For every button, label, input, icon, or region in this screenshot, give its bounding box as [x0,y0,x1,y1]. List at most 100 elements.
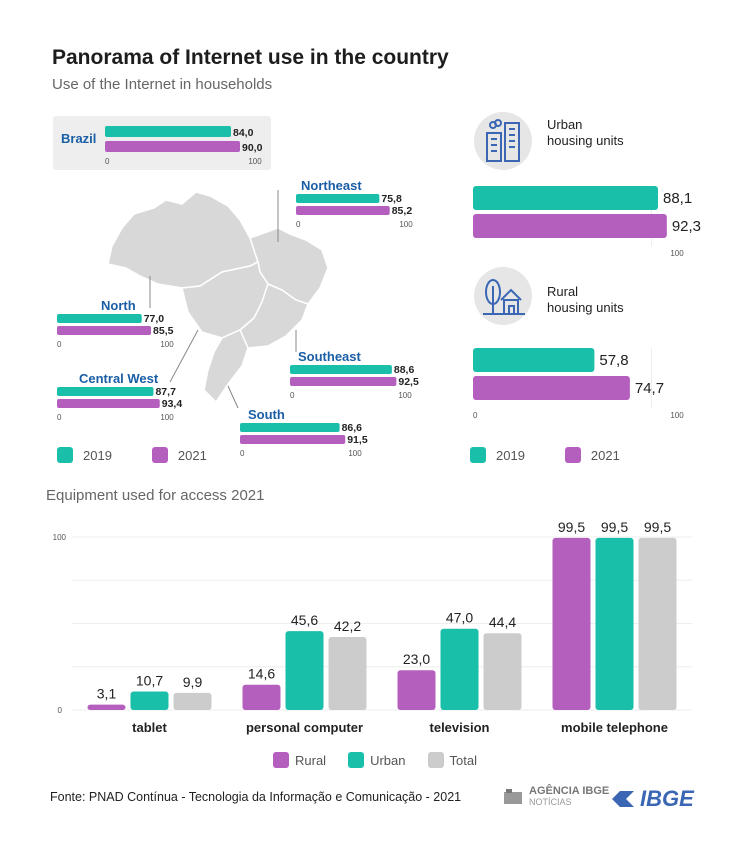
bar-value-label: 93,4 [162,398,183,410]
bar-2019 [57,387,154,396]
bar-value-label: 23,0 [403,651,430,667]
tick-label-0: 0 [473,411,478,420]
page-subtitle: Use of the Internet in households [52,76,273,93]
bar-rural-mobile-telephone [552,537,591,710]
bar-urban-personal-computer [285,631,324,710]
legend-swatch-2021 [151,447,168,463]
bar-total-tablet [173,692,212,710]
region-svg-brazil: Brazil 84,0 90,0 0 100 [61,126,263,166]
region-svg-north: North 77,085,5 0 100 [57,298,174,349]
region-label: North [101,298,136,313]
region-chart-north: North 77,0 85,5 0 100 [57,298,197,358]
bar-2019 [473,186,659,210]
legend-swatch-2019 [470,447,486,463]
bar-2019 [57,314,142,323]
ibge-logo: IBGE [610,786,694,812]
bar-value-label: 45,6 [291,612,318,628]
ibge-logo-icon [612,791,634,807]
source-note: Fonte: PNAD Contínua - Tecnologia da Inf… [50,790,462,804]
bar-2021 [240,435,346,444]
bar-value-label: 99,5 [644,519,671,535]
agencia-logo-line1: AGÊNCIA IBGE [529,785,610,797]
bar-value-label: 92,3 [672,218,701,235]
bar-value-label: 57,8 [599,352,628,369]
map-south [203,329,249,404]
tick-label-0: 0 [105,157,110,166]
bar-2019 [290,365,392,374]
housing-svg-rural: 57,8 74,7 0 100 [473,348,684,420]
bar-2019 [240,423,340,432]
urban-label-line1: Urban [547,117,583,132]
bar-value-label: 99,5 [601,519,628,535]
legend-label-2021: 2021 [177,447,207,463]
equipment-legend: Rural Urban Total [273,752,477,768]
region-chart-south: South 86,6 91,5 0 100 [240,407,385,467]
page-title: Panorama of Internet use in the country [52,46,449,69]
bar-value-label: 85,5 [153,325,174,337]
bar-value-label: 86,6 [342,422,363,434]
bar-urban-television [440,628,479,710]
bar-value-label: 74,7 [635,380,664,397]
tick-label-0: 0 [57,413,62,422]
urban-housing-label: Urban housing units [547,117,624,149]
category-label: personal computer [246,720,363,735]
agencia-logo-icon [504,789,522,804]
urban-label-line2: housing units [547,133,624,148]
bar-value-label: 44,4 [489,614,516,630]
legend-label-rural: Rural [295,752,327,768]
region-label: Brazil [61,131,96,146]
bar-2019 [296,194,380,203]
bar-value-label: 99,5 [558,519,585,535]
bar-2021 [473,214,667,238]
region-chart-northeast: Northeast 75,8 85,2 0 100 [296,178,436,238]
agencia-ibge-logo: AGÊNCIA IBGE NOTÍCIAS [502,786,609,808]
tick-label-0: 0 [296,220,301,229]
agencia-logo-line2: NOTÍCIAS [529,797,572,807]
legend-swatch-total [427,752,444,768]
bar-2021 [105,141,240,152]
tick-label-100: 100 [398,391,412,400]
city-buildings-icon [474,112,532,170]
bar-2019 [473,348,595,372]
legend-label-urban: Urban [370,752,406,768]
tick-label-100: 100 [248,157,262,166]
bar-value-label: 3,1 [97,686,117,702]
category-label: tablet [132,720,167,735]
rural-label-line1: Rural [547,284,579,299]
bar-value-label: 42,2 [334,618,361,634]
legend-label-2019: 2019 [83,447,112,463]
bar-total-mobile-telephone [638,537,677,710]
bar-value-label: 88,6 [394,364,415,376]
bar-value-label: 91,5 [347,434,368,446]
callout-south [227,385,239,409]
legend-swatch-2019 [57,447,73,463]
region-chart-brazil: Brazil 84,0 90,0 0 100 [61,124,285,175]
region-label: Southeast [298,349,362,364]
bar-2021 [290,377,397,386]
region-chart-southeast: Southeast 88,6 92,5 0 100 [290,349,435,409]
bar-total-television [483,633,522,710]
bar-rural-tablet [87,704,126,710]
farm-house-icon [474,267,532,325]
housing-chart-urban: 88,1 92,3 100 [473,186,713,271]
bar-value-label: 88,1 [663,190,692,207]
legend-swatch-urban [348,752,365,768]
bar-2021 [473,376,630,400]
y-tick-label: 0 [58,706,63,715]
brazil-map [107,190,329,409]
legend-label-2019: 2019 [496,447,525,463]
callout-central-west [169,329,199,383]
housing-chart-rural: 57,8 74,7 0 100 [473,348,713,433]
rural-housing-label: Rural housing units [547,284,624,316]
bar-urban-tablet [130,691,169,710]
tick-label-100: 100 [348,449,362,458]
category-label: mobile telephone [561,720,668,735]
bar-2019 [105,126,231,137]
region-svg-south: South 86,691,5 0 100 [240,407,368,458]
bar-value-label: 85,2 [392,205,413,217]
legend-label-total: Total [449,752,477,768]
bar-2021 [57,326,152,335]
year-legend-right: 2019 2021 [470,447,620,463]
bar-2021 [296,206,390,215]
bar-value-label: 90,0 [242,142,263,154]
